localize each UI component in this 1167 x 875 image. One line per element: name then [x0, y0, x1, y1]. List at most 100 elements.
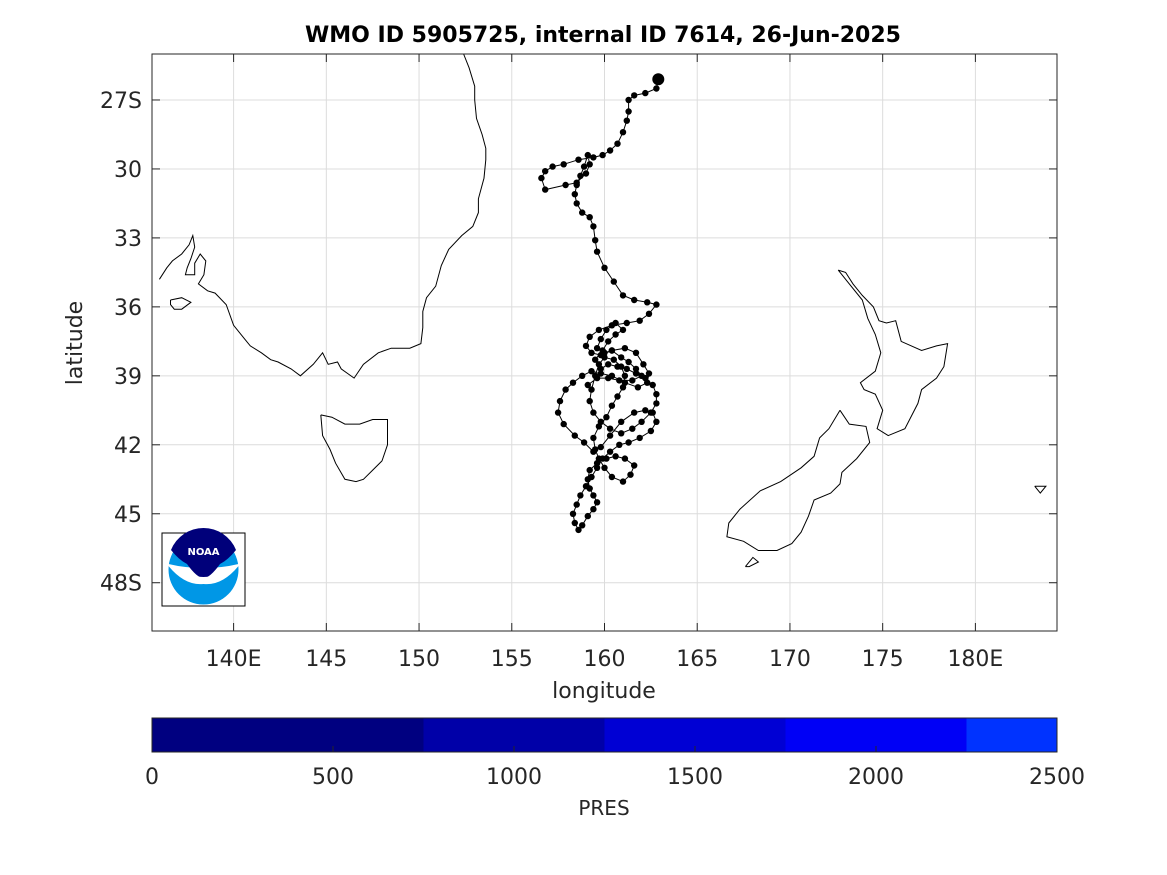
colorbar-label: PRES [578, 796, 629, 820]
track-point [584, 151, 591, 159]
coastline-kangaroo-island [170, 297, 192, 310]
track-point [625, 358, 632, 366]
track-point [588, 386, 595, 393]
track-point [619, 129, 627, 136]
track-point [597, 365, 604, 373]
track-point [592, 237, 599, 244]
colorbar-ticks: 0 500 1000 1500 2000 2500 [145, 746, 1085, 790]
track-point [580, 439, 588, 446]
track-point [569, 379, 577, 386]
track-point [573, 181, 580, 189]
track-point [588, 349, 595, 356]
track-point [538, 174, 545, 182]
track-point [614, 393, 621, 400]
y-tick-label: 45 [114, 503, 142, 528]
track-point [647, 427, 655, 435]
track-point [653, 391, 660, 398]
track-point [653, 418, 660, 425]
colorbar-segment [966, 718, 1057, 752]
track-point [612, 331, 619, 338]
coastline-tasmania [320, 414, 388, 483]
track-point [595, 326, 603, 334]
colorbar-tick-label: 500 [312, 765, 354, 790]
y-ticks: 27S 30 33 36 39 42 45 48S [100, 89, 1057, 597]
track-point [606, 147, 614, 154]
track-point [631, 296, 638, 304]
track-point [603, 414, 610, 421]
track-point [610, 356, 617, 363]
grid-lines [152, 54, 1057, 631]
y-tick-label: 36 [114, 296, 142, 321]
noaa-logo: NOAA [161, 527, 246, 607]
track-point [618, 418, 625, 425]
colorbar-frame [151, 717, 1058, 753]
y-tick-label: 48S [100, 572, 142, 597]
track-point [640, 361, 647, 368]
track-point [629, 377, 636, 384]
track-point [592, 446, 599, 453]
coastline-nz-south [726, 410, 871, 551]
colorbar-tick-label: 2000 [848, 765, 904, 790]
track-point [593, 464, 601, 471]
track-point [631, 462, 638, 469]
track-point [556, 397, 564, 405]
track-point-latest [652, 73, 665, 86]
track-point [605, 374, 612, 382]
chart-title: WMO ID 5905725, internal ID 7614, 26-Jun… [305, 23, 901, 48]
logo-dark-cap [171, 527, 236, 578]
track-point [560, 420, 567, 428]
x-tick-label: 175 [862, 647, 904, 672]
track-point [642, 407, 649, 414]
x-tick-label: 150 [398, 647, 440, 672]
track-point [606, 432, 614, 439]
track-point [586, 214, 593, 221]
track-point [597, 370, 604, 377]
track-point [612, 453, 619, 460]
track-point [590, 492, 597, 499]
track-point [586, 485, 593, 492]
track-point [649, 381, 656, 389]
track-point [618, 430, 625, 437]
track-point [621, 345, 629, 352]
track-point [647, 409, 655, 416]
track-point [638, 372, 645, 379]
track-point [593, 374, 601, 382]
track-point [645, 370, 653, 377]
coastline-nz-north [837, 269, 949, 437]
track-point [573, 501, 580, 508]
track-point [590, 409, 597, 416]
track-point [603, 455, 610, 462]
x-tick-label: 170 [769, 647, 811, 672]
track-point [632, 365, 640, 373]
track-point [597, 418, 604, 425]
float-track-points [538, 73, 665, 534]
track-point [614, 140, 621, 147]
logo-seagull-icon [184, 572, 223, 581]
track-point [645, 310, 653, 317]
track-point [606, 448, 614, 455]
track-point [608, 402, 616, 409]
track-point [575, 156, 582, 163]
track-point [575, 526, 582, 534]
track-point [586, 397, 593, 405]
track-point [621, 455, 629, 462]
track-point [627, 471, 634, 478]
track-point [608, 347, 616, 354]
track-point [623, 319, 630, 327]
x-tick-label: 160 [584, 647, 626, 672]
y-tick-label: 33 [114, 227, 142, 252]
track-point [584, 512, 591, 520]
track-point [629, 425, 636, 432]
track-point [542, 168, 549, 175]
track-point [590, 434, 597, 442]
track-point [592, 356, 599, 363]
track-point [619, 478, 627, 485]
track-point [636, 317, 643, 324]
x-axis-label: longitude [552, 679, 656, 704]
track-point [619, 292, 627, 299]
track-point [584, 381, 591, 389]
track-point [590, 506, 597, 513]
track-point [560, 161, 567, 168]
track-point [571, 191, 578, 198]
track-point [614, 363, 621, 370]
